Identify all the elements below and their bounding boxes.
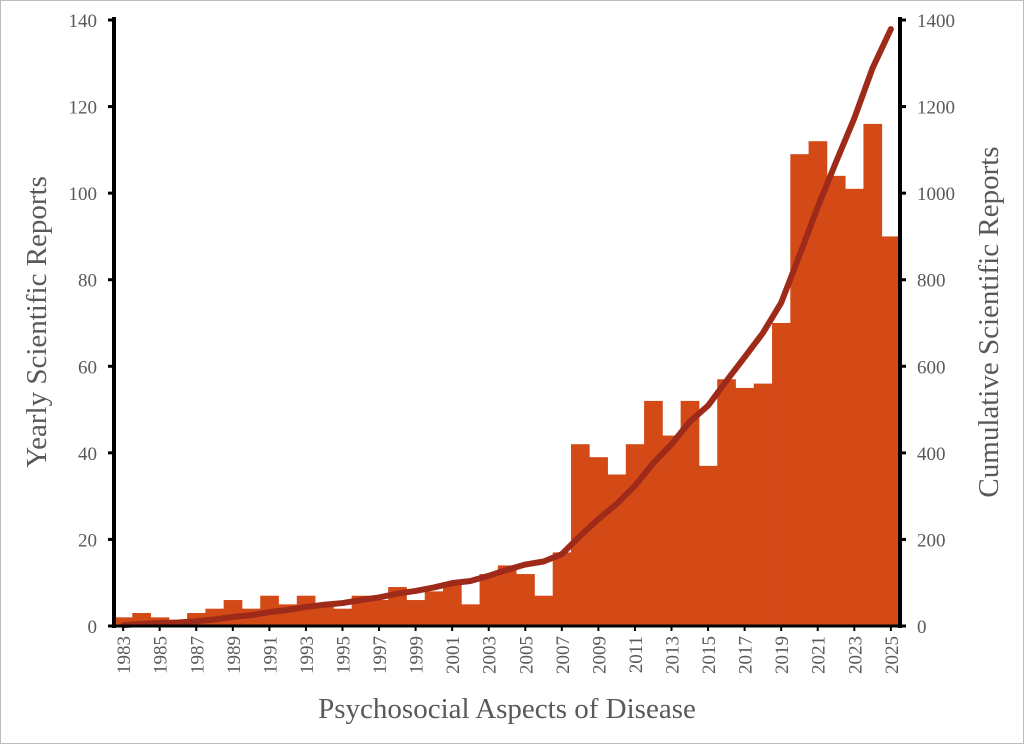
x-tick-label: 2023: [845, 636, 866, 674]
bar-2005: [516, 574, 535, 626]
x-tick-label: 1999: [407, 636, 428, 674]
y-tick-label: 0: [88, 617, 98, 638]
x-tick-label: 2003: [480, 636, 501, 674]
x-axis-title: Psychosocial Aspects of Disease: [318, 693, 696, 725]
bar-2006: [534, 595, 554, 626]
bar-1994: [315, 604, 334, 626]
bar-2021: [808, 141, 828, 626]
cumulative-line-series: [120, 26, 894, 629]
bar-1995: [333, 608, 353, 626]
cumulative-line: [120, 26, 894, 629]
bar-2014: [680, 400, 700, 626]
x-tick-label: 2009: [589, 636, 610, 674]
bar-2009: [589, 457, 608, 626]
bar-2010: [607, 474, 627, 626]
bar-2004: [497, 565, 517, 626]
y2-axis-title: Cumulative Scientific Reports: [973, 146, 1005, 497]
y2-tick-label: 1400: [917, 11, 955, 32]
bar-2001: [443, 582, 462, 626]
x-tick-label: 1991: [260, 636, 281, 674]
y-tick-label: 100: [69, 184, 98, 205]
y2-tick-label: 600: [917, 357, 946, 378]
x-tick-label: 2021: [809, 636, 830, 674]
bar-2018: [753, 383, 773, 626]
x-tick-label: 1987: [187, 636, 208, 674]
x-tick-label: 2013: [663, 636, 684, 674]
bar-2002: [461, 604, 480, 626]
bar-1997: [369, 600, 389, 626]
x-tick-label: 2019: [772, 636, 793, 674]
bar-2007: [552, 552, 572, 626]
y2-tick-label: 800: [917, 271, 946, 292]
x-tick-label: 1989: [224, 636, 245, 674]
bar-2024: [863, 123, 883, 626]
x-tick-label: 1997: [370, 636, 391, 674]
y2-tick-label: 400: [917, 444, 946, 465]
x-tick-label: 2025: [882, 636, 903, 674]
bar-series: [114, 123, 901, 626]
bar-2023: [845, 188, 864, 626]
y2-tick-label: 0: [917, 617, 927, 638]
x-tick-label: 2015: [699, 636, 720, 674]
axis-labels: Psychosocial Aspects of Disease Yearly S…: [21, 146, 1005, 725]
y-tick-label: 60: [78, 357, 97, 378]
x-tick-label: 1995: [333, 636, 354, 674]
y-tick-label: 140: [69, 11, 98, 32]
x-tick-label: 2001: [443, 636, 464, 674]
x-tick-label: 2017: [736, 636, 757, 674]
bar-2015: [698, 465, 718, 626]
bar-1993: [296, 595, 316, 626]
bar-2022: [826, 175, 846, 626]
x-tick-label: 2005: [516, 636, 537, 674]
y-tick-label: 20: [78, 530, 97, 551]
axes: 0204060801001201400200400600800100012001…: [69, 11, 956, 674]
bar-2020: [790, 154, 810, 626]
bar-2003: [479, 574, 499, 626]
bar-2025: [881, 236, 901, 626]
bar-2011: [625, 444, 645, 626]
y2-tick-label: 1000: [917, 184, 955, 205]
bar-1983: [114, 617, 133, 626]
y-tick-label: 40: [78, 444, 97, 465]
x-tick-label: 1993: [297, 636, 318, 674]
y-tick-label: 120: [69, 98, 98, 119]
bar-2012: [644, 400, 663, 626]
x-tick-label: 2011: [626, 636, 647, 673]
bar-2016: [717, 379, 736, 626]
x-tick-label: 1983: [114, 636, 135, 674]
x-tick-label: 1985: [151, 636, 172, 674]
bar-1999: [406, 600, 426, 626]
bar-2013: [662, 435, 682, 626]
bar-2017: [735, 387, 755, 626]
bar-2000: [424, 591, 444, 626]
bar-2019: [772, 323, 791, 626]
y2-tick-label: 1200: [917, 98, 955, 119]
y-tick-label: 80: [78, 271, 97, 292]
x-tick-label: 2007: [553, 636, 574, 674]
y2-tick-label: 200: [917, 530, 946, 551]
y-axis-title: Yearly Scientific Reports: [21, 176, 53, 468]
bar-1989: [223, 600, 243, 626]
